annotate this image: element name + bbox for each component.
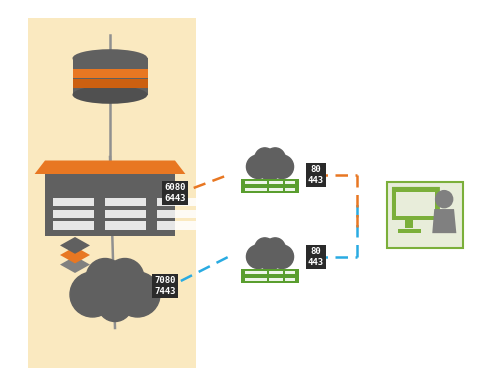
Circle shape	[261, 253, 279, 271]
Circle shape	[86, 258, 124, 296]
FancyBboxPatch shape	[53, 198, 94, 206]
FancyBboxPatch shape	[53, 221, 94, 230]
FancyBboxPatch shape	[283, 269, 285, 283]
Polygon shape	[35, 161, 186, 174]
FancyBboxPatch shape	[241, 269, 300, 283]
FancyBboxPatch shape	[267, 179, 269, 193]
FancyBboxPatch shape	[245, 181, 295, 184]
FancyBboxPatch shape	[396, 192, 435, 216]
FancyBboxPatch shape	[157, 210, 198, 218]
Circle shape	[265, 148, 285, 168]
Polygon shape	[60, 256, 90, 273]
Circle shape	[247, 245, 270, 268]
Circle shape	[115, 272, 160, 317]
Circle shape	[255, 238, 275, 258]
FancyBboxPatch shape	[105, 210, 146, 218]
FancyBboxPatch shape	[53, 210, 94, 218]
FancyBboxPatch shape	[387, 182, 463, 248]
FancyBboxPatch shape	[45, 172, 175, 235]
Circle shape	[255, 240, 285, 269]
Circle shape	[261, 163, 279, 181]
Text: 80
443: 80 443	[308, 165, 324, 185]
Circle shape	[270, 155, 294, 179]
Circle shape	[106, 258, 144, 296]
Text: 7080
7443: 7080 7443	[154, 276, 176, 296]
FancyBboxPatch shape	[398, 228, 421, 233]
Circle shape	[270, 245, 294, 268]
FancyBboxPatch shape	[105, 221, 146, 230]
Polygon shape	[60, 247, 90, 263]
FancyBboxPatch shape	[72, 69, 147, 78]
Text: 6080
6443: 6080 6443	[164, 183, 186, 203]
Circle shape	[247, 155, 270, 179]
Circle shape	[87, 262, 143, 318]
Circle shape	[255, 148, 275, 168]
FancyBboxPatch shape	[241, 179, 300, 193]
Circle shape	[435, 190, 453, 209]
Text: 80
443: 80 443	[308, 247, 324, 267]
FancyBboxPatch shape	[245, 278, 295, 281]
FancyBboxPatch shape	[405, 220, 414, 228]
FancyBboxPatch shape	[283, 179, 285, 193]
Ellipse shape	[72, 86, 147, 104]
FancyBboxPatch shape	[245, 188, 295, 191]
Polygon shape	[432, 209, 456, 233]
Circle shape	[70, 272, 115, 317]
Circle shape	[255, 150, 285, 179]
FancyBboxPatch shape	[72, 58, 147, 95]
FancyBboxPatch shape	[245, 271, 295, 274]
FancyBboxPatch shape	[105, 198, 146, 206]
FancyBboxPatch shape	[72, 79, 147, 88]
Polygon shape	[60, 237, 90, 254]
FancyBboxPatch shape	[392, 187, 440, 220]
FancyBboxPatch shape	[267, 269, 269, 283]
FancyBboxPatch shape	[157, 221, 198, 230]
Circle shape	[98, 287, 132, 321]
FancyBboxPatch shape	[28, 18, 196, 368]
Ellipse shape	[72, 49, 147, 68]
FancyBboxPatch shape	[157, 198, 198, 206]
Circle shape	[265, 238, 285, 258]
